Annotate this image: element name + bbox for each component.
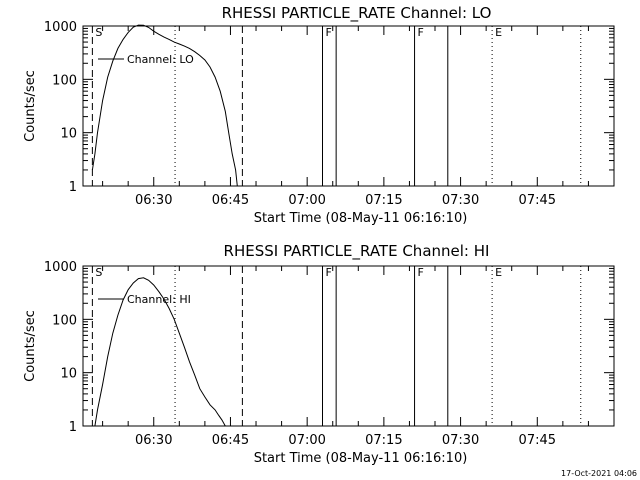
plot-frame [82,25,615,187]
y-tick-label: 100 [52,313,77,328]
flag-label: S [95,266,102,279]
series-line [94,277,226,427]
legend-label: Channel: HI [127,293,191,306]
x-tick-label: 07:15 [365,433,402,448]
flag-label: S [95,26,102,39]
flag-label: E [495,26,502,39]
x-tick-label: 07:45 [519,193,556,208]
x-tick-label: 07:00 [288,433,325,448]
flag-label: E [495,266,502,279]
y-tick-label: 1000 [44,260,77,275]
x-tick-label: 07:30 [442,433,479,448]
flag-label: F [418,26,424,39]
flag-label: F [326,266,332,279]
panel-lo: RHESSI PARTICLE_RATE Channel: LO 1 10 100 10… [23,4,615,226]
y-tick-label: 1 [69,180,77,195]
y-axis-label: Counts/sec [23,310,38,382]
x-tick-label: 07:00 [288,193,325,208]
legend-label: Channel: LO [127,53,194,66]
series-line [91,24,238,187]
x-axis-label: Start Time (08-May-11 06:16:10) [254,451,468,466]
x-tick-label: 06:45 [212,433,249,448]
y-tick-label: 100 [52,73,77,88]
chart-title: RHESSI PARTICLE_RATE Channel: LO [222,4,492,23]
x-tick-label: 07:15 [365,193,402,208]
x-tick-label: 06:30 [135,433,172,448]
x-tick-label: 07:45 [519,433,556,448]
chart-title: RHESSI PARTICLE_RATE Channel: HI [224,242,490,261]
flag-label: F [326,26,332,39]
y-tick-label: 10 [60,367,77,382]
y-tick-label: 1000 [44,20,77,35]
x-tick-label: 06:45 [212,193,249,208]
y-axis-label: Counts/sec [23,70,38,142]
panel-hi: RHESSI PARTICLE_RATE Channel: HI 1 10 100 10… [23,242,615,466]
footer-timestamp: 17-Oct-2021 04:06 [561,469,637,478]
y-tick-label: 1 [69,420,77,435]
x-axis-label: Start Time (08-May-11 06:16:10) [254,211,468,226]
x-tick-label: 07:30 [442,193,479,208]
x-tick-label: 06:30 [135,193,172,208]
flag-label: F [418,266,424,279]
plot-frame [82,265,615,427]
y-tick-label: 10 [60,127,77,142]
